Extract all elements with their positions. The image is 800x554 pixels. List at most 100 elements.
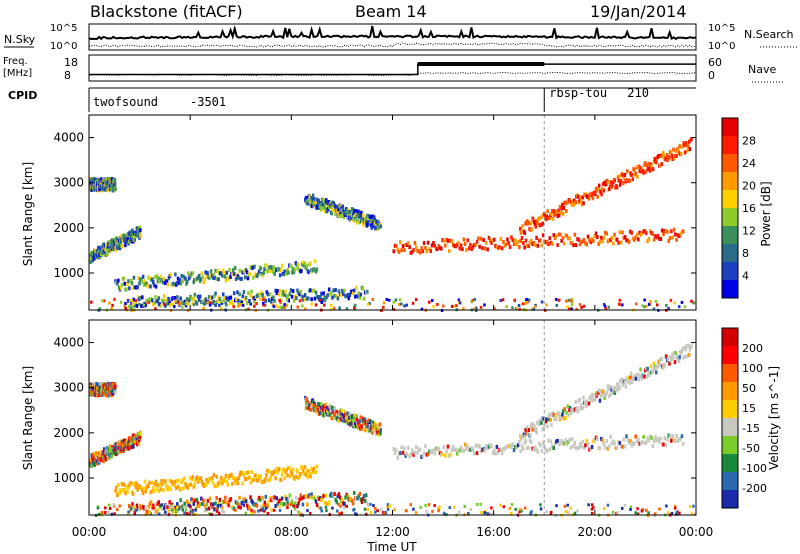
heatmap-cell (225, 270, 229, 275)
heatmap-cell (279, 305, 283, 309)
heatmap-cell (599, 393, 602, 398)
heatmap-cell (618, 174, 621, 179)
heatmap-cell (583, 400, 587, 405)
heatmap-cell (448, 249, 451, 253)
heatmap-cell (672, 227, 676, 232)
heatmap-cell (121, 237, 125, 242)
heatmap-cell (614, 237, 618, 242)
heatmap-cell (525, 298, 529, 301)
heatmap-cell (218, 303, 221, 307)
heatmap-cell (490, 512, 493, 516)
heatmap-cell (590, 445, 594, 449)
heatmap-cell (136, 233, 139, 238)
heatmap-cell (504, 444, 508, 449)
velocity-plot-area (89, 320, 696, 515)
heatmap-cell (167, 485, 171, 490)
heatmap-cell (555, 210, 559, 214)
heatmap-cell (520, 444, 524, 449)
heatmap-cell (316, 405, 319, 410)
frequency-dense-band (417, 62, 545, 66)
heatmap-cell (618, 441, 622, 446)
heatmap-cell (566, 503, 569, 507)
heatmap-cell (109, 449, 112, 454)
heatmap-cell (317, 295, 320, 299)
heatmap-cell (353, 490, 356, 495)
heatmap-cell (277, 292, 281, 297)
heatmap-cell (603, 304, 607, 308)
heatmap-cell (623, 172, 627, 177)
heatmap-cell (501, 298, 505, 302)
heatmap-cell (670, 153, 674, 158)
heatmap-cell (103, 447, 106, 452)
heatmap-cell (615, 185, 619, 190)
colorbar-frame (721, 117, 739, 299)
heatmap-cell (336, 210, 339, 215)
heatmap-cell (680, 151, 683, 156)
heatmap-cell (137, 276, 140, 280)
heatmap-cell (159, 487, 162, 492)
heatmap-cell (651, 444, 655, 448)
heatmap-cell (191, 271, 194, 276)
heatmap-cell (440, 246, 443, 251)
colorbar-tick-label: 100 (742, 362, 763, 375)
heatmap-cell (680, 348, 684, 353)
heatmap-cell (103, 252, 106, 257)
heatmap-cell (222, 479, 226, 483)
heatmap-cell (384, 511, 388, 515)
heatmap-cell (159, 504, 162, 507)
heatmap-cell (560, 414, 563, 419)
heatmap-cell (545, 303, 548, 307)
heatmap-cell (265, 506, 268, 510)
heatmap-cell (293, 506, 296, 510)
heatmap-cell (383, 512, 386, 516)
heatmap-cell (356, 220, 359, 225)
heatmap-cell (162, 280, 165, 285)
heatmap-cell (247, 290, 250, 295)
heatmap-cell (427, 503, 431, 507)
heatmap-cell (281, 305, 285, 309)
heatmap-cell (572, 198, 576, 203)
heatmap-cell (211, 480, 215, 485)
heatmap-cell (519, 434, 522, 438)
heatmap-cell (458, 510, 461, 514)
heatmap-cell (208, 275, 211, 280)
heatmap-cell (242, 290, 246, 294)
heatmap-cell (594, 192, 597, 197)
heatmap-cell (619, 179, 623, 184)
heatmap-cell (116, 281, 119, 286)
heatmap-cell (183, 511, 186, 515)
heatmap-cell (320, 411, 324, 416)
heatmap-cell (127, 446, 130, 451)
heatmap-cell (378, 422, 382, 427)
heatmap-cell (207, 294, 211, 299)
heatmap-cell (334, 212, 337, 217)
heatmap-cell (218, 297, 222, 302)
heatmap-cell (386, 503, 390, 507)
heatmap-cell (579, 406, 582, 411)
heatmap-cell (594, 397, 597, 401)
heatmap-cell (549, 510, 553, 514)
heatmap-cell (244, 268, 248, 273)
heatmap-cell (229, 295, 233, 300)
heatmap-cell (337, 207, 340, 212)
heatmap-cell (403, 304, 406, 308)
heatmap-cell (273, 495, 276, 500)
heatmap-cell (134, 508, 138, 513)
heatmap-cell (230, 472, 233, 477)
heatmap-cell (479, 305, 483, 309)
heatmap-cell (432, 448, 435, 453)
heatmap-cell (569, 411, 573, 415)
heatmap-cell (199, 277, 203, 282)
heatmap-cell (542, 416, 545, 421)
heatmap-cell (256, 478, 260, 483)
heatmap-cell (191, 475, 194, 480)
heatmap-cell (297, 510, 300, 514)
heatmap-cell (299, 289, 302, 294)
heatmap-cell (297, 501, 300, 506)
heatmap-cell (113, 447, 116, 452)
heatmap-cell (130, 306, 133, 310)
heatmap-cell (163, 294, 166, 298)
heatmap-cell (197, 479, 200, 484)
heatmap-cell (341, 208, 345, 213)
